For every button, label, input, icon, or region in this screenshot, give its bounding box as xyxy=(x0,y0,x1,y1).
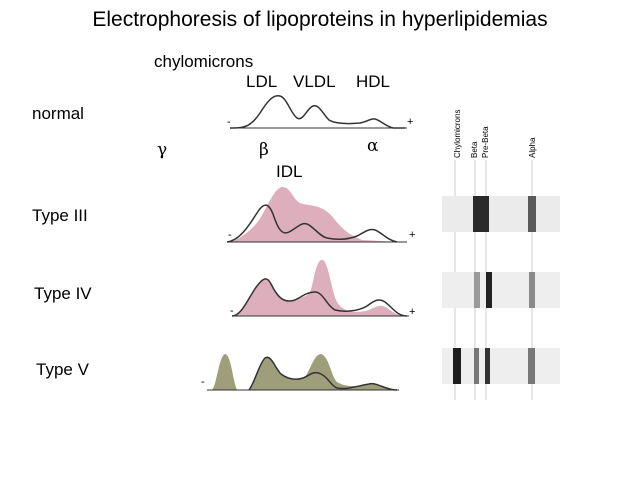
type-v-curve xyxy=(207,354,399,391)
row-label-type-iv: Type IV xyxy=(34,284,92,303)
gel-col-alpha: Alpha xyxy=(528,137,537,158)
gel-col-beta: Beta xyxy=(470,141,479,158)
gel-strip-type-iii xyxy=(442,196,560,232)
type-v-minus-sign: - xyxy=(201,376,205,388)
gel-strip-type-iv xyxy=(442,272,560,308)
row-label-normal: normal xyxy=(32,104,84,123)
type-iv-abnormal-fill xyxy=(232,259,407,316)
normal-plus-sign: + xyxy=(407,116,414,128)
type-v-chylomicron-fill xyxy=(212,354,237,390)
normal-density-line xyxy=(229,94,405,129)
label-ldl: LDL xyxy=(246,72,278,91)
type-iii-minus-sign: - xyxy=(228,229,232,241)
normal-curve xyxy=(229,94,407,129)
row-label-type-iii: Type III xyxy=(32,206,88,225)
alpha-label: α xyxy=(367,136,379,156)
type-iii-line xyxy=(226,204,398,243)
type-iv-plus-sign: + xyxy=(409,306,416,318)
beta-label: β xyxy=(259,140,269,160)
normal-minus-sign: - xyxy=(227,116,231,128)
gel-col-pre-beta: Pre-Beta xyxy=(481,126,490,158)
gamma-label: γ xyxy=(157,140,168,160)
type-iv-line xyxy=(231,278,408,317)
type-iv-curve xyxy=(231,259,409,317)
type-iv-minus-sign: - xyxy=(230,305,234,317)
type-iii-plus-sign: + xyxy=(409,229,416,241)
page-title: Electrophoresis of lipoproteins in hyper… xyxy=(92,8,548,31)
type-iii-curve xyxy=(226,186,407,243)
label-hdl: HDL xyxy=(356,72,391,91)
gel-strips xyxy=(442,160,560,400)
gel-col-chylomicrons: Chylomicrons xyxy=(453,109,462,158)
row-label-type-v: Type V xyxy=(36,360,89,379)
label-idl: IDL xyxy=(276,162,303,181)
label-chylomicrons: chylomicrons xyxy=(154,52,254,71)
gel-strip-type-v xyxy=(442,348,560,384)
type-v-line xyxy=(248,356,398,391)
label-vldl: VLDL xyxy=(293,72,336,91)
type-v-abnormal-fill xyxy=(249,354,397,390)
type-iii-abnormal-fill xyxy=(227,186,402,242)
